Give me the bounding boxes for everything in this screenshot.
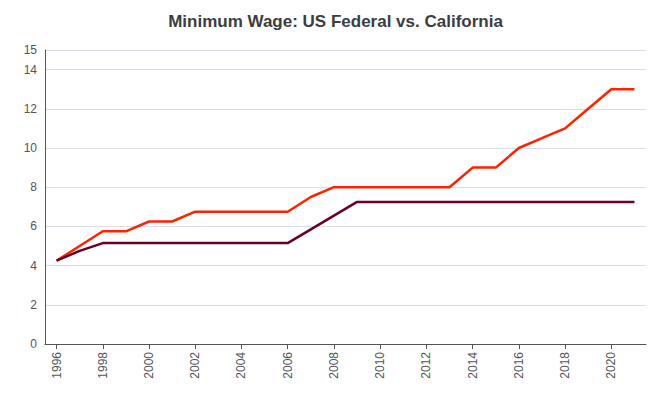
- svg-text:Minimum Wage: US Federal vs. C: Minimum Wage: US Federal vs. California: [168, 12, 503, 31]
- svg-text:2018: 2018: [558, 352, 572, 379]
- svg-text:6: 6: [30, 219, 37, 233]
- svg-text:2020: 2020: [604, 352, 618, 379]
- svg-text:2002: 2002: [188, 352, 202, 379]
- svg-text:15: 15: [24, 43, 38, 57]
- svg-text:2008: 2008: [327, 352, 341, 379]
- svg-text:12: 12: [24, 102, 38, 116]
- svg-text:2016: 2016: [512, 352, 526, 379]
- svg-text:2004: 2004: [234, 352, 248, 379]
- svg-text:10: 10: [24, 141, 38, 155]
- svg-text:2: 2: [30, 298, 37, 312]
- svg-text:14: 14: [24, 63, 38, 77]
- svg-text:4: 4: [30, 259, 37, 273]
- svg-text:1996: 1996: [50, 352, 64, 379]
- svg-text:2000: 2000: [142, 352, 156, 379]
- svg-text:2012: 2012: [419, 352, 433, 379]
- svg-text:2014: 2014: [466, 352, 480, 379]
- svg-text:2006: 2006: [281, 352, 295, 379]
- svg-text:2010: 2010: [373, 352, 387, 379]
- svg-text:0: 0: [30, 337, 37, 351]
- svg-text:1998: 1998: [96, 352, 110, 379]
- svg-text:8: 8: [30, 180, 37, 194]
